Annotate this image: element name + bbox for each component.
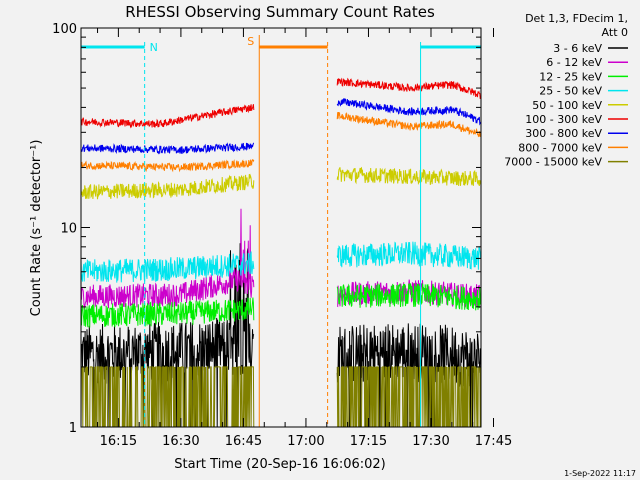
series-line-300-800-kev-seg1 bbox=[80, 142, 255, 155]
legend-label-8: 7000 - 15000 keV bbox=[504, 156, 602, 169]
series-line-800-7000-kev-seg2 bbox=[336, 111, 482, 138]
plot-frame bbox=[80, 27, 482, 428]
x-tick-label-0: 16:15 bbox=[100, 434, 137, 449]
series-line-12-25-kev-seg2 bbox=[336, 282, 482, 311]
legend-label-3: 25 - 50 keV bbox=[539, 85, 602, 98]
series-line-25-50-kev-seg1 bbox=[80, 251, 255, 283]
flag-label-N: N bbox=[150, 41, 158, 54]
x-tick-label-3: 17:00 bbox=[287, 434, 324, 449]
series-line-800-7000-kev-seg1 bbox=[80, 159, 255, 173]
series-line-50-100-kev-seg2 bbox=[336, 166, 482, 187]
series-line-7000-15000-kev-seg2 bbox=[336, 366, 482, 428]
legend-label-6: 300 - 800 keV bbox=[525, 127, 602, 140]
legend-label-2: 12 - 25 keV bbox=[539, 70, 602, 83]
x-tick-label-1: 16:30 bbox=[162, 434, 199, 449]
y-tick-label-0: 1 bbox=[69, 421, 77, 436]
y-tick-label-1: 10 bbox=[60, 222, 77, 237]
flag-label-S: S bbox=[247, 35, 254, 48]
x-tick-label-5: 17:30 bbox=[412, 434, 449, 449]
legend-label-4: 50 - 100 keV bbox=[532, 99, 602, 112]
legend-label-7: 800 - 7000 keV bbox=[518, 141, 602, 154]
x-axis-label: Start Time (20-Sep-16 16:06:02) bbox=[174, 457, 385, 472]
series-line-7000-15000-kev-seg1 bbox=[80, 366, 255, 428]
timestamp: 1-Sep-2022 11:17 bbox=[564, 469, 636, 478]
chart-title: RHESSI Observing Summary Count Rates bbox=[125, 3, 435, 21]
x-tick-label-2: 16:45 bbox=[225, 434, 262, 449]
series-line-12-25-kev-seg1 bbox=[80, 297, 255, 328]
legend-label-0: 3 - 6 keV bbox=[553, 42, 602, 55]
x-tick-label-6: 17:45 bbox=[475, 434, 512, 449]
legend-header-line1: Det 1,3, FDecim 1, bbox=[525, 12, 628, 25]
series-line-300-800-kev-seg2 bbox=[336, 98, 482, 126]
series-line-3-6-kev-seg1 bbox=[80, 243, 255, 428]
x-tick-label-4: 17:15 bbox=[350, 434, 387, 449]
y-axis-label: Count Rate (s⁻¹ detector⁻¹) bbox=[29, 140, 44, 317]
series-line-25-50-kev-seg2 bbox=[336, 241, 482, 270]
legend-header-line2: Att 0 bbox=[602, 26, 628, 39]
series-line-50-100-kev-seg1 bbox=[80, 173, 255, 200]
y-tick-label-2: 100 bbox=[52, 22, 77, 37]
series-line-6-12-kev-seg1 bbox=[80, 208, 255, 310]
series-line-100-300-kev-seg1 bbox=[80, 104, 255, 129]
legend-label-1: 6 - 12 keV bbox=[546, 56, 602, 69]
series-line-100-300-kev-seg2 bbox=[336, 77, 482, 100]
legend-label-5: 100 - 300 keV bbox=[525, 113, 602, 126]
